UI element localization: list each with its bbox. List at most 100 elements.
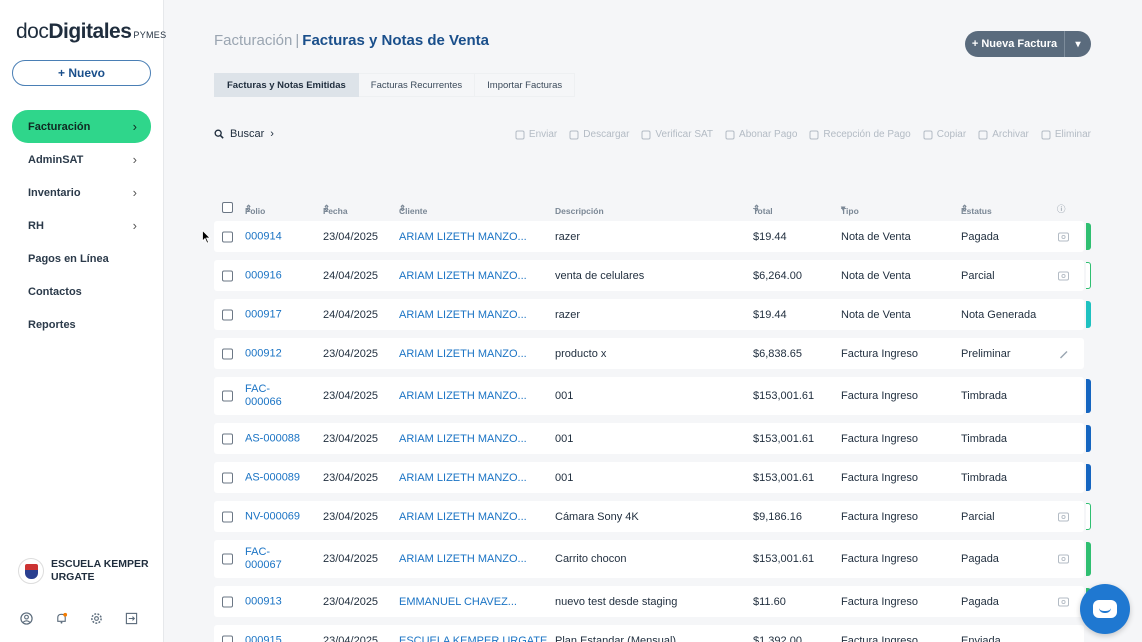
sidebar-item-contactos[interactable]: Contactos <box>12 275 151 308</box>
folio-link[interactable]: FAC-000067 <box>245 546 282 571</box>
descripcion-cell: 001 <box>555 432 574 445</box>
tab-2[interactable]: Importar Facturas <box>475 73 576 97</box>
tipo-cell: Nota de Venta <box>841 269 911 282</box>
user-circle-icon[interactable] <box>20 612 33 625</box>
sidebar-item-adminsat[interactable]: AdminSAT › <box>12 143 151 176</box>
breadcrumb-section[interactable]: Facturación <box>214 32 293 49</box>
cliente-link[interactable]: ARIAM LIZETH MANZO... <box>399 269 527 282</box>
new-button[interactable]: + Nuevo <box>12 60 151 86</box>
row-checkbox[interactable] <box>222 472 233 483</box>
folio-link[interactable]: NV-000069 <box>245 510 301 522</box>
folio-link[interactable]: 000913 <box>245 595 282 607</box>
header-fecha[interactable]: Fecha ⇕ <box>323 203 348 216</box>
new-invoice-button-group: + Nueva Factura ▾ <box>965 31 1091 57</box>
fecha-cell: 23/04/2025 <box>323 230 379 243</box>
tipo-cell: Factura Ingreso <box>841 634 919 642</box>
sidebar-item-pagos-en-l-nea[interactable]: Pagos en Línea <box>12 242 151 275</box>
sidebar: doc Digitales PYMES + Nuevo Facturación ›… <box>0 0 166 642</box>
organization-switcher[interactable]: ESCUELA KEMPER URGATE <box>18 558 149 584</box>
row-checkbox[interactable] <box>222 635 233 642</box>
cliente-link[interactable]: ARIAM LIZETH MANZO... <box>399 471 527 484</box>
header-folio[interactable]: Folio ⇕ <box>245 203 266 216</box>
gear-icon[interactable] <box>90 612 103 625</box>
cliente-link[interactable]: ARIAM LIZETH MANZO... <box>399 230 527 243</box>
estatus-cell: Timbrada <box>961 471 1008 484</box>
table-row[interactable]: 000914 23/04/2025 ARIAM LIZETH MANZO... raz… <box>214 221 1091 252</box>
header-estatus[interactable]: Estatus ⇕ <box>961 203 992 216</box>
table-row[interactable]: AS-000089 23/04/2025 ARIAM LIZETH MANZO...… <box>214 462 1091 493</box>
sidebar-item-facturaci-n[interactable]: Facturación › <box>12 110 151 143</box>
sidebar-item-rh[interactable]: RH › <box>12 209 151 242</box>
receipt-icon[interactable] <box>1058 271 1069 280</box>
table-row[interactable]: FAC-000067 23/04/2025 ARIAM LIZETH MANZO..… <box>214 540 1091 578</box>
cliente-link[interactable]: ARIAM LIZETH MANZO... <box>399 553 527 565</box>
cliente-link[interactable]: ARIAM LIZETH MANZO... <box>399 347 527 360</box>
table-row[interactable]: AS-000088 23/04/2025 ARIAM LIZETH MANZO...… <box>214 423 1091 454</box>
action-payment[interactable]: Abonar Pago <box>725 129 797 140</box>
header-cliente[interactable]: Cliente ⇕ <box>399 203 428 216</box>
table-row[interactable]: NV-000069 23/04/2025 ARIAM LIZETH MANZO...… <box>214 501 1091 532</box>
folio-link[interactable]: 000914 <box>245 230 282 242</box>
sidebar-item-label: AdminSAT <box>28 153 84 166</box>
cliente-link[interactable]: ARIAM LIZETH MANZO... <box>399 432 527 445</box>
folio-link[interactable]: AS-000089 <box>245 471 301 483</box>
receipt-icon[interactable] <box>1058 597 1069 606</box>
row-checkbox[interactable] <box>222 596 233 607</box>
tab-0[interactable]: Facturas y Notas Emitidas <box>214 73 359 97</box>
folio-link[interactable]: AS-000088 <box>245 432 301 444</box>
pencil-icon[interactable] <box>1058 349 1069 358</box>
bell-icon[interactable] <box>55 612 68 625</box>
total-cell: $153,001.61 <box>753 390 815 402</box>
cliente-link[interactable]: ARIAM LIZETH MANZO... <box>399 390 527 402</box>
row-checkbox[interactable] <box>222 231 233 242</box>
sidebar-item-inventario[interactable]: Inventario › <box>12 176 151 209</box>
search-toggle[interactable]: Buscar › <box>214 128 274 140</box>
action-copy[interactable]: Copiar <box>923 129 966 140</box>
receipt-icon[interactable] <box>1058 512 1069 521</box>
receipt-icon[interactable] <box>1058 554 1069 564</box>
action-download[interactable]: Descargar <box>569 129 629 140</box>
row-checkbox[interactable] <box>222 553 233 565</box>
info-icon[interactable]: ⓘ <box>1057 204 1066 214</box>
cliente-link[interactable]: ARIAM LIZETH MANZO... <box>399 308 527 321</box>
app-logo[interactable]: doc Digitales PYMES <box>16 20 166 46</box>
chat-support-button[interactable] <box>1080 584 1130 634</box>
table-row[interactable]: 000915 23/04/2025 ESCUELA KEMPER URGATE Pla… <box>214 625 1084 642</box>
row-checkbox[interactable] <box>222 348 233 359</box>
tab-1[interactable]: Facturas Recurrentes <box>358 73 476 97</box>
table-row[interactable]: 000917 24/04/2025 ARIAM LIZETH MANZO... raz… <box>214 299 1091 330</box>
verify-icon <box>641 130 651 139</box>
cliente-link[interactable]: ARIAM LIZETH MANZO... <box>399 510 527 523</box>
select-all-checkbox[interactable] <box>222 202 233 213</box>
table-row[interactable]: FAC-000066 23/04/2025 ARIAM LIZETH MANZO..… <box>214 377 1091 415</box>
action-receipt[interactable]: Recepción de Pago <box>809 129 911 140</box>
folio-link[interactable]: 000916 <box>245 269 282 281</box>
table-row[interactable]: 000916 24/04/2025 ARIAM LIZETH MANZO... ven… <box>214 260 1091 291</box>
receipt-icon[interactable] <box>1058 232 1069 241</box>
logout-icon[interactable] <box>125 612 138 625</box>
row-checkbox[interactable] <box>222 270 233 281</box>
fecha-cell: 23/04/2025 <box>323 553 379 565</box>
action-trash[interactable]: Eliminar <box>1041 129 1091 140</box>
row-checkbox[interactable] <box>222 433 233 444</box>
cliente-link[interactable]: EMMANUEL CHAVEZ... <box>399 595 517 608</box>
folio-link[interactable]: FAC-000066 <box>245 383 282 408</box>
table-row[interactable]: 000913 23/04/2025 EMMANUEL CHAVEZ... nuevo … <box>214 586 1091 617</box>
sidebar-item-label: Pagos en Línea <box>28 252 109 265</box>
new-invoice-button[interactable]: + Nueva Factura <box>965 31 1065 57</box>
row-checkbox[interactable] <box>222 511 233 522</box>
header-total[interactable]: Total ⇕ <box>753 203 773 216</box>
header-tipo[interactable]: Tipo ▾ <box>841 203 859 216</box>
row-checkbox[interactable] <box>222 390 233 402</box>
action-verify[interactable]: Verificar SAT <box>641 129 713 140</box>
folio-link[interactable]: 000917 <box>245 308 282 320</box>
folio-link[interactable]: 000912 <box>245 347 282 359</box>
chevron-down-icon[interactable]: ▾ <box>1075 38 1081 50</box>
folio-link[interactable]: 000915 <box>245 634 282 642</box>
cliente-link[interactable]: ESCUELA KEMPER URGATE <box>399 634 548 642</box>
action-archive[interactable]: Archivar <box>978 129 1029 140</box>
table-row[interactable]: 000912 23/04/2025 ARIAM LIZETH MANZO... pro… <box>214 338 1084 369</box>
row-checkbox[interactable] <box>222 309 233 320</box>
action-send[interactable]: Enviar <box>515 129 557 140</box>
sidebar-item-reportes[interactable]: Reportes <box>12 308 151 341</box>
